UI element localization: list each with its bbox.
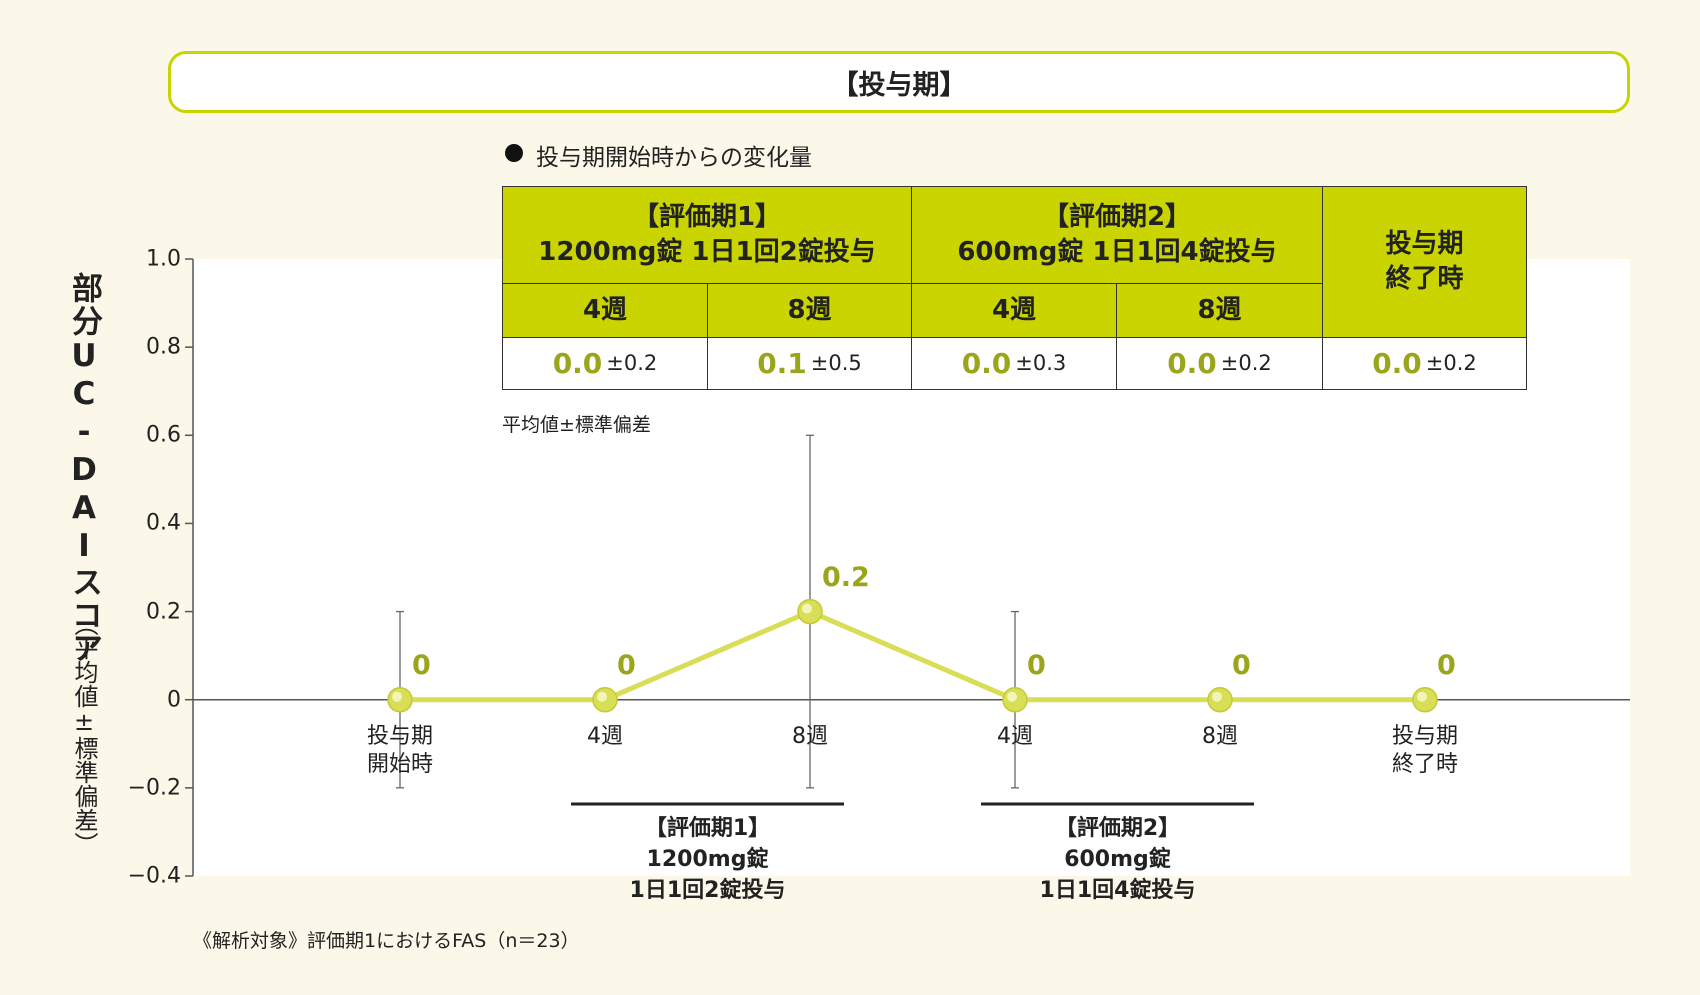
- table-cell: 0.0 ±0.2: [502, 337, 708, 390]
- y-axis-title: 部分UC-DAIスコア: [66, 272, 102, 665]
- legend-text: 投与期開始時からの変化量: [536, 145, 812, 171]
- value-label: 0: [1232, 649, 1251, 681]
- marker-highlight: [392, 691, 402, 702]
- marker-highlight: [802, 603, 812, 614]
- table-header: 【評価期2】 600mg錠 1日1回4錠投与: [911, 186, 1323, 284]
- cell-mean: 0.0: [1167, 346, 1217, 380]
- value-label: 0: [1027, 649, 1046, 681]
- marker-highlight: [1007, 691, 1017, 702]
- x-tick-label: 4週: [587, 723, 623, 749]
- legend-bullet: [505, 144, 523, 162]
- value-label: 0.2: [822, 561, 870, 593]
- y-tick-label: 0.6: [146, 422, 181, 448]
- y-tick-label: 0: [167, 687, 181, 713]
- x-tick-label: 投与期 終了時: [1391, 723, 1458, 778]
- cell-mean: 0.0: [552, 346, 603, 380]
- cell-sd: ±0.2: [1220, 351, 1272, 376]
- y-tick-label: 1.0: [146, 246, 181, 272]
- table-note: 平均値±標準偏差: [502, 414, 651, 436]
- table-subheader: 4週: [502, 283, 708, 338]
- period-label: 【評価期1】 1200mg錠 1日1回2錠投与: [629, 816, 786, 903]
- value-label: 0: [1437, 649, 1456, 681]
- table-header: 投与期 終了時: [1322, 186, 1527, 338]
- value-label: 0: [617, 649, 636, 681]
- cell-sd: ±0.5: [810, 351, 862, 376]
- table-cell: 0.0 ±0.3: [911, 337, 1117, 390]
- cell-mean: 0.0: [1372, 346, 1422, 380]
- x-tick-label: 4週: [997, 723, 1033, 749]
- cell-mean: 0.0: [961, 346, 1012, 380]
- cell-sd: ±0.2: [606, 351, 658, 376]
- y-tick-label: 0.8: [146, 334, 181, 360]
- x-tick-label: 8週: [792, 723, 828, 749]
- y-tick-label: 0.4: [146, 510, 181, 536]
- marker-highlight: [1212, 691, 1222, 702]
- y-tick-label: −0.4: [127, 863, 181, 889]
- x-tick-label: 8週: [1202, 723, 1238, 749]
- table-subheader: 4週: [911, 283, 1117, 338]
- marker-highlight: [1417, 691, 1427, 702]
- table-cell: 0.0 ±0.2: [1322, 337, 1527, 390]
- line: [400, 608, 1425, 703]
- table-header: 【評価期1】 1200mg錠 1日1回2錠投与: [502, 186, 912, 284]
- table-subheader: 8週: [1116, 283, 1323, 338]
- cell-sd: ±0.3: [1015, 351, 1067, 376]
- y-tick-label: 0.2: [146, 599, 181, 625]
- value-label: 0: [412, 649, 431, 681]
- table-subheader: 8週: [707, 283, 912, 338]
- period-label: 【評価期2】 600mg錠 1日1回4錠投与: [1039, 816, 1196, 903]
- cell-sd: ±0.2: [1425, 351, 1477, 376]
- cell-mean: 0.1: [757, 346, 807, 380]
- header-title: 【投与期】: [168, 51, 1630, 113]
- table-cell: 0.0 ±0.2: [1116, 337, 1323, 390]
- marker-highlight: [597, 691, 607, 702]
- y-axis-note: （平均値±標準偏差）: [70, 612, 98, 856]
- footnote: 《解析対象》評価期1におけるFAS（n＝23）: [193, 930, 580, 952]
- x-tick-label: 投与期 開始時: [366, 723, 433, 778]
- table-cell: 0.1 ±0.5: [707, 337, 912, 390]
- y-tick-label: −0.2: [127, 775, 181, 801]
